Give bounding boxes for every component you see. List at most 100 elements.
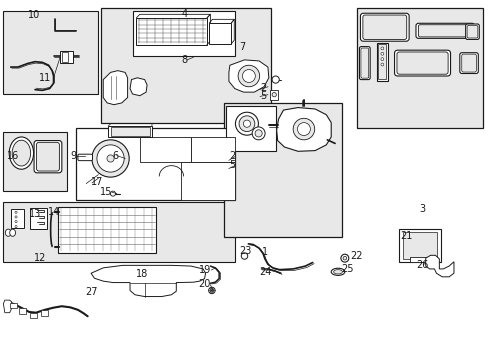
Circle shape xyxy=(210,289,213,292)
FancyBboxPatch shape xyxy=(415,23,473,39)
Ellipse shape xyxy=(10,229,16,236)
Text: 6: 6 xyxy=(112,150,118,161)
Bar xyxy=(101,8,271,123)
Circle shape xyxy=(380,58,383,60)
Circle shape xyxy=(241,253,247,259)
Bar xyxy=(136,18,206,45)
Bar xyxy=(58,207,156,253)
Circle shape xyxy=(208,287,215,294)
Circle shape xyxy=(271,93,276,97)
Text: 20: 20 xyxy=(198,279,210,289)
Text: 24: 24 xyxy=(259,267,271,277)
Circle shape xyxy=(380,63,383,66)
Circle shape xyxy=(343,256,346,260)
Bar xyxy=(3,12,98,94)
FancyBboxPatch shape xyxy=(394,50,449,76)
FancyBboxPatch shape xyxy=(461,54,475,72)
Text: 25: 25 xyxy=(340,264,353,274)
Bar xyxy=(133,12,234,56)
Text: 13: 13 xyxy=(29,210,41,220)
Text: 26: 26 xyxy=(415,260,427,270)
Text: 4: 4 xyxy=(182,9,188,19)
Bar xyxy=(376,43,387,81)
Circle shape xyxy=(252,127,264,140)
Circle shape xyxy=(15,211,17,213)
Bar xyxy=(10,303,17,309)
Polygon shape xyxy=(276,108,330,151)
Bar xyxy=(60,51,72,63)
Polygon shape xyxy=(91,265,205,297)
Circle shape xyxy=(97,145,124,172)
Bar xyxy=(378,44,386,79)
Text: 10: 10 xyxy=(27,10,40,20)
Text: 21: 21 xyxy=(400,231,412,241)
Text: 15: 15 xyxy=(100,187,112,197)
Polygon shape xyxy=(425,255,453,277)
FancyBboxPatch shape xyxy=(360,13,408,41)
Bar xyxy=(76,128,234,200)
Text: 16: 16 xyxy=(7,150,19,161)
Text: 18: 18 xyxy=(136,269,148,279)
Circle shape xyxy=(15,216,17,218)
Circle shape xyxy=(239,116,254,132)
FancyBboxPatch shape xyxy=(360,48,368,78)
FancyBboxPatch shape xyxy=(418,25,471,37)
Circle shape xyxy=(15,226,17,228)
Text: 1: 1 xyxy=(261,247,267,257)
Circle shape xyxy=(238,65,259,87)
Polygon shape xyxy=(3,300,12,313)
Circle shape xyxy=(243,120,250,127)
Text: 5: 5 xyxy=(260,91,266,101)
Circle shape xyxy=(242,69,255,82)
Bar xyxy=(20,309,26,314)
Text: 19: 19 xyxy=(199,265,211,275)
Bar xyxy=(3,132,66,191)
Bar xyxy=(270,90,278,100)
Bar xyxy=(225,107,276,151)
Bar xyxy=(209,23,231,44)
Ellipse shape xyxy=(12,140,31,166)
Text: 3: 3 xyxy=(418,204,425,214)
Text: 23: 23 xyxy=(239,246,251,256)
Polygon shape xyxy=(103,71,127,105)
Circle shape xyxy=(235,112,258,135)
Bar xyxy=(11,209,24,228)
Text: 9: 9 xyxy=(70,150,76,161)
Bar xyxy=(190,137,234,162)
Bar xyxy=(61,52,67,62)
Ellipse shape xyxy=(330,268,344,275)
Text: 5: 5 xyxy=(229,160,235,170)
Bar xyxy=(356,8,482,128)
Circle shape xyxy=(255,130,262,137)
Text: 12: 12 xyxy=(34,253,46,263)
Bar xyxy=(30,313,37,319)
Text: 8: 8 xyxy=(181,55,186,65)
Text: 17: 17 xyxy=(91,177,103,187)
FancyBboxPatch shape xyxy=(465,24,478,40)
Circle shape xyxy=(380,52,383,55)
Circle shape xyxy=(380,47,383,50)
Text: 27: 27 xyxy=(85,287,98,297)
Bar xyxy=(224,103,341,237)
Circle shape xyxy=(340,254,348,262)
Text: 11: 11 xyxy=(39,73,51,83)
Circle shape xyxy=(271,76,279,83)
Ellipse shape xyxy=(5,229,11,236)
FancyBboxPatch shape xyxy=(78,154,92,161)
Bar xyxy=(409,257,429,262)
FancyBboxPatch shape xyxy=(396,52,447,74)
Polygon shape xyxy=(228,60,268,92)
Circle shape xyxy=(297,123,310,135)
Circle shape xyxy=(92,140,129,177)
Circle shape xyxy=(107,155,114,162)
Polygon shape xyxy=(130,78,147,96)
Circle shape xyxy=(110,191,115,196)
Text: 7: 7 xyxy=(239,42,245,51)
Bar xyxy=(108,126,152,137)
Ellipse shape xyxy=(333,270,342,274)
Text: 2: 2 xyxy=(260,83,266,93)
FancyBboxPatch shape xyxy=(466,26,477,38)
Circle shape xyxy=(15,221,17,223)
Bar xyxy=(402,232,436,259)
Bar xyxy=(41,310,48,316)
